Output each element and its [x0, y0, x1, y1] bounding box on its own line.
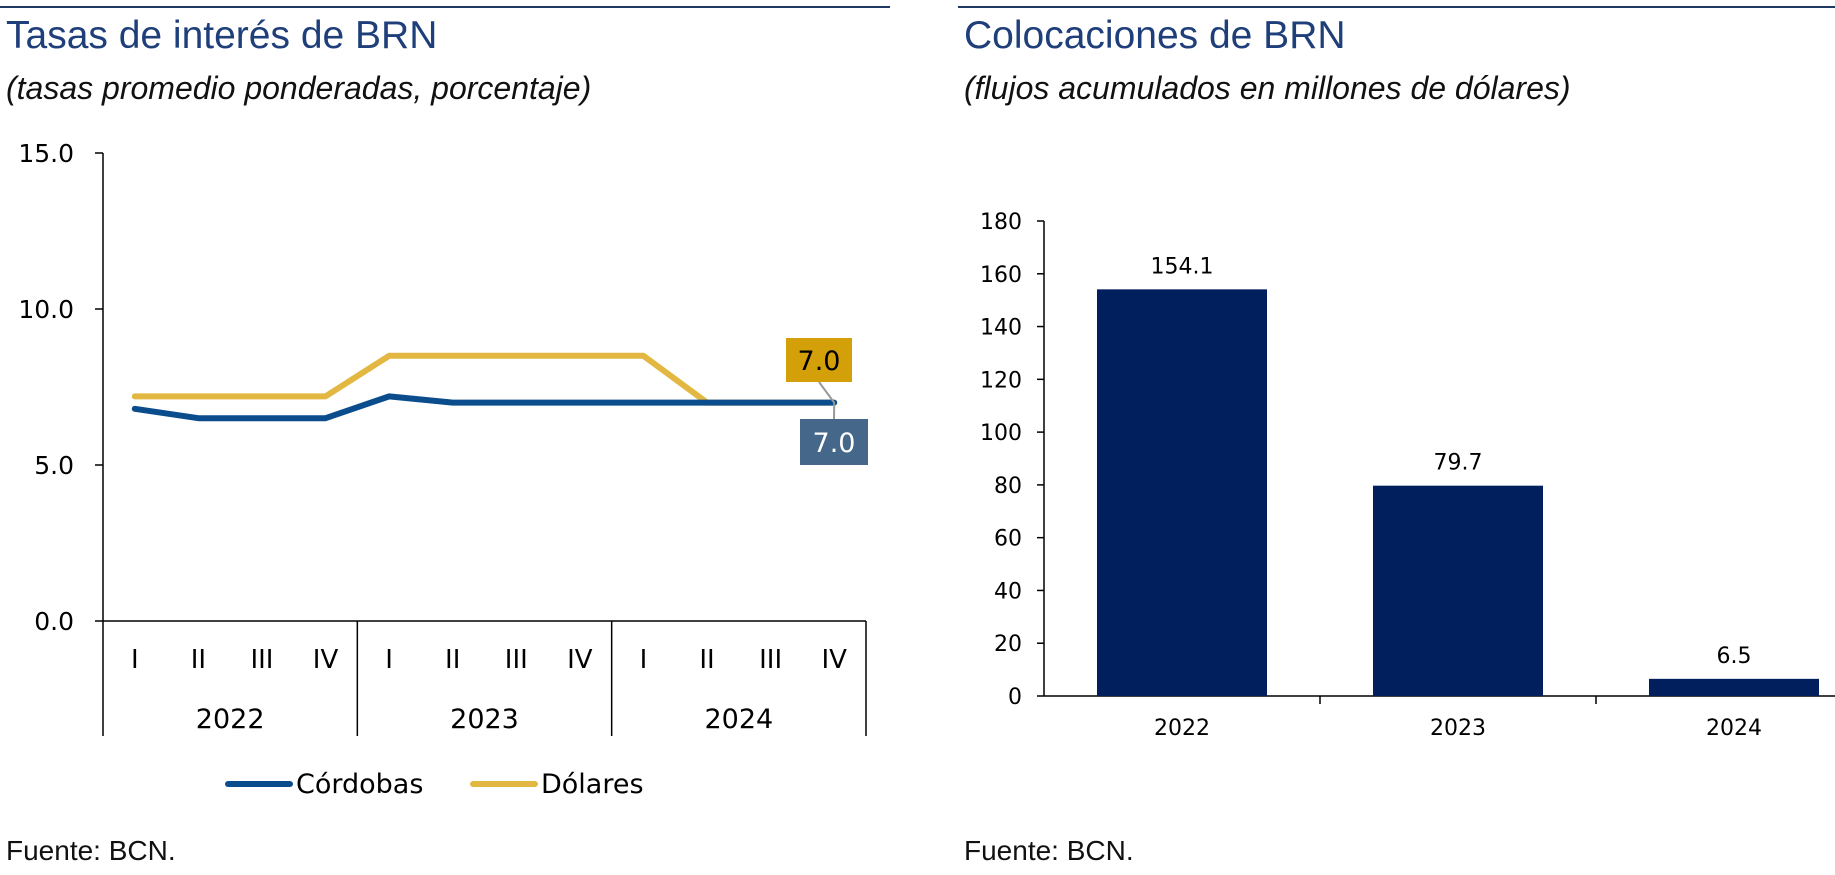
top-rule	[0, 6, 890, 8]
y-tick-label: 180	[980, 210, 1022, 235]
placements-panel: Colocaciones de BRN (flujos acumulados e…	[958, 0, 1835, 875]
bar-2023	[1373, 485, 1543, 696]
chart-title: Tasas de interés de BRN	[6, 14, 438, 57]
chart-subtitle: (tasas promedio ponderadas, porcentaje)	[6, 70, 592, 106]
y-tick-label: 40	[994, 579, 1022, 604]
series-line-dolares	[131, 352, 838, 406]
y-tick-label: 160	[980, 263, 1022, 288]
legend-label-dolares: Dólares	[541, 769, 644, 800]
end-label-dolares: 7.0	[798, 346, 841, 377]
x-tick-label: III	[505, 645, 528, 675]
y-tick-label: 0	[1008, 685, 1022, 710]
y-tick-label: 60	[994, 527, 1022, 552]
chart-title: Colocaciones de BRN	[964, 14, 1346, 57]
y-tick-label: 10.0	[18, 295, 74, 324]
y-tick-label: 5.0	[34, 451, 74, 480]
x-tick-label: IV	[567, 645, 593, 675]
placements-bar-chart: 0 20 40 60 80 100 120 140 160 180 154.1 2022 79.7 202…	[980, 210, 1835, 741]
x-tick-label: II	[191, 645, 206, 675]
end-label-box-dolares	[786, 338, 852, 382]
top-rule	[958, 6, 1835, 8]
bar-2024	[1649, 678, 1819, 696]
legend-label-cordobas: Córdobas	[296, 769, 423, 800]
series-line-cordobas	[131, 393, 838, 422]
x-tick-label: III	[759, 645, 782, 675]
chart-subtitle: (flujos acumulados en millones de dólare…	[964, 70, 1571, 106]
bar-data-label: 79.7	[1434, 451, 1483, 476]
y-tick-label: 0.0	[34, 607, 74, 636]
x-tick-label: 2022	[1154, 716, 1210, 741]
bar-2022	[1097, 289, 1267, 696]
source-note: Fuente: BCN.	[964, 835, 1134, 866]
x-tick-label: IV	[313, 645, 339, 675]
label-leader-line	[818, 381, 836, 404]
interest-rates-panel: Tasas de interés de BRN (tasas promedio …	[0, 0, 890, 875]
y-tick-label: 100	[980, 421, 1022, 446]
x-tick-label: I	[131, 645, 139, 675]
year-group-label: 2024	[704, 704, 773, 735]
x-tick-label: III	[250, 645, 273, 675]
bar-data-label: 6.5	[1717, 644, 1752, 669]
x-tick-label: IV	[821, 645, 847, 675]
y-tick-label: 15.0	[18, 139, 74, 168]
x-tick-label: I	[640, 645, 648, 675]
x-tick-label: II	[445, 645, 460, 675]
y-tick-label: 120	[980, 368, 1022, 393]
y-tick-label: 80	[994, 474, 1022, 499]
interest-rate-line-chart: 0.05.010.015.0I II III IV I II III IV I II III IV20…	[18, 139, 868, 800]
end-label-box-cordobas	[800, 419, 868, 465]
y-tick-label: 20	[994, 632, 1022, 657]
y-tick-label: 140	[980, 316, 1022, 341]
x-tick-label: I	[385, 645, 393, 675]
year-group-label: 2023	[450, 704, 519, 735]
x-tick-label: 2024	[1706, 716, 1762, 741]
bar-data-label: 154.1	[1151, 254, 1214, 279]
x-tick-label: 2023	[1430, 716, 1486, 741]
source-note: Fuente: BCN.	[6, 835, 176, 866]
end-label-cordobas: 7.0	[813, 428, 856, 459]
year-group-label: 2022	[196, 704, 265, 735]
x-tick-label: II	[699, 645, 714, 675]
